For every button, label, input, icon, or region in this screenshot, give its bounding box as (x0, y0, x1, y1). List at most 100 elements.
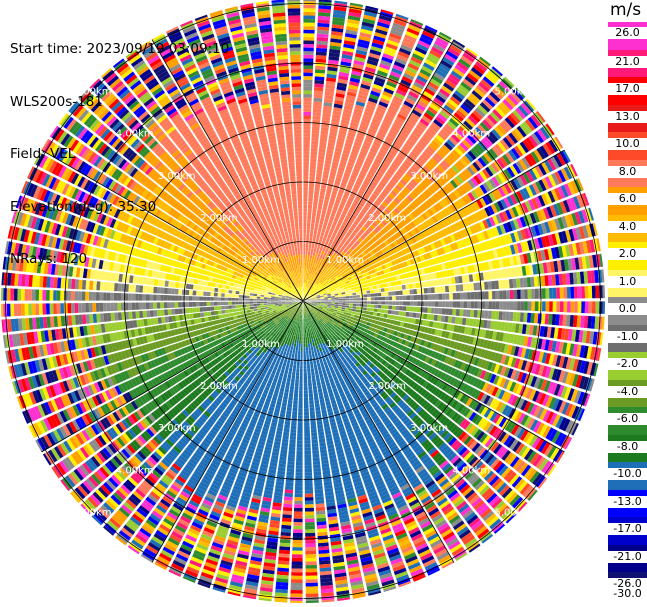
velocity-gate (331, 164, 338, 170)
velocity-gate (311, 140, 319, 145)
velocity-gate (508, 132, 519, 144)
velocity-gate (321, 255, 326, 260)
velocity-gate (310, 425, 317, 430)
velocity-gate (428, 124, 439, 134)
velocity-gate (359, 306, 364, 310)
velocity-gate (315, 406, 321, 411)
velocity-gate (439, 31, 452, 40)
velocity-gate (374, 137, 383, 145)
velocity-gate (495, 259, 501, 269)
velocity-gate (303, 154, 310, 159)
velocity-gate (366, 59, 378, 67)
velocity-gate (359, 303, 364, 307)
velocity-gate (386, 238, 393, 244)
velocity-gate (404, 225, 411, 232)
velocity-gate (550, 156, 560, 169)
velocity-gate (402, 37, 416, 46)
velocity-gate (380, 242, 387, 248)
velocity-gate (315, 216, 321, 221)
velocity-gate (328, 135, 337, 141)
velocity-gate (316, 277, 320, 281)
velocity-gate (334, 0, 348, 5)
velocity-gate (308, 186, 314, 191)
velocity-gate (374, 301, 378, 305)
velocity-gate (320, 184, 327, 190)
velocity-gate (332, 262, 337, 267)
velocity-gate (346, 25, 359, 32)
velocity-gate (327, 142, 335, 148)
velocity-gate (354, 53, 367, 60)
velocity-gate (427, 236, 433, 244)
velocity-gate (576, 315, 582, 328)
velocity-gate (444, 157, 453, 166)
velocity-gate (323, 203, 328, 208)
velocity-gate (348, 11, 362, 18)
velocity-gate (511, 206, 519, 218)
velocity-gate (335, 265, 340, 270)
velocity-gate (591, 301, 596, 314)
velocity-gate (462, 155, 471, 165)
velocity-gate (349, 281, 354, 286)
velocity-gate (353, 266, 359, 271)
velocity-gate (366, 252, 372, 258)
velocity-gate (314, 183, 321, 189)
velocity-gate (541, 288, 546, 299)
velocity-gate (404, 232, 411, 240)
velocity-gate (379, 229, 386, 236)
velocity-gate (381, 210, 389, 217)
velocity-gate (440, 209, 448, 218)
velocity-gate (434, 293, 439, 300)
velocity-gate (381, 94, 392, 102)
velocity-gate (484, 310, 489, 319)
velocity-gate (406, 94, 418, 103)
velocity-gate (379, 148, 388, 155)
velocity-gate (486, 150, 496, 161)
velocity-gate (487, 70, 500, 82)
velocity-gate (392, 296, 396, 301)
velocity-gate (338, 296, 343, 299)
velocity-gate (433, 97, 444, 107)
velocity-gate (419, 204, 427, 212)
velocity-gate (474, 126, 485, 137)
velocity-gate (335, 285, 340, 288)
velocity-gate (406, 272, 412, 278)
velocity-gate (530, 312, 535, 324)
velocity-gate (350, 121, 359, 128)
velocity-gate (367, 226, 374, 233)
velocity-gate (303, 218, 307, 223)
velocity-gate (340, 156, 348, 162)
velocity-gate (469, 235, 476, 245)
velocity-gate (411, 200, 419, 208)
velocity-gate (377, 238, 384, 244)
velocity-gate (327, 295, 332, 297)
velocity-gate (361, 240, 367, 246)
velocity-gate (453, 112, 464, 122)
velocity-gate (368, 217, 374, 224)
velocity-gate (404, 34, 417, 43)
velocity-gate (313, 297, 317, 299)
velocity-gate (459, 284, 464, 292)
velocity-gate (398, 285, 403, 291)
velocity-gate (528, 168, 538, 181)
velocity-gate (312, 457, 320, 462)
velocity-gate (315, 58, 327, 63)
velocity-gate (503, 168, 513, 180)
velocity-gate (406, 205, 414, 213)
velocity-gate (448, 73, 461, 83)
velocity-gate (311, 133, 319, 138)
velocity-gate (306, 287, 308, 291)
velocity-gate (324, 248, 329, 254)
velocity-gate (342, 301, 346, 303)
velocity-gate (479, 221, 486, 231)
velocity-gate (306, 233, 310, 238)
velocity-gate (556, 152, 566, 166)
velocity-gate (386, 169, 395, 176)
velocity-gate (390, 314, 395, 320)
velocity-gate (338, 253, 344, 259)
velocity-gate (337, 82, 347, 88)
velocity-gate (323, 295, 328, 298)
velocity-gate (312, 446, 319, 451)
velocity-gate (401, 41, 414, 49)
velocity-gate (556, 202, 564, 215)
velocity-gate (306, 299, 310, 301)
